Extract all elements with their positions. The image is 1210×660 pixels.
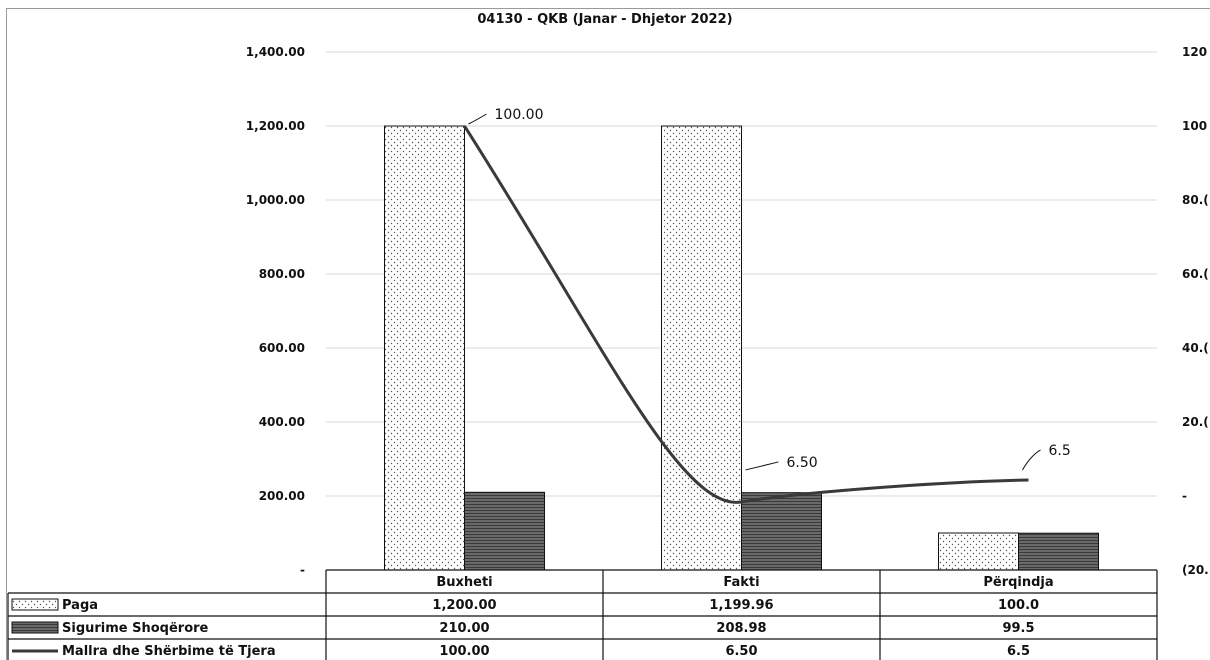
legend-label: Sigurime Shoqërore	[62, 621, 209, 636]
bar-paga	[661, 125, 742, 571]
y-right-tick-label: 120	[1182, 45, 1207, 59]
table-cell: 99.5	[1002, 621, 1034, 636]
table-cell: 100.00	[439, 644, 489, 659]
line-series-mallra	[463, 125, 1029, 504]
legend-label: Mallra dhe Shërbime të Tjera	[62, 644, 276, 659]
y-left-tick-label: 200.00	[259, 489, 305, 503]
y-left-tick-label: 800.00	[259, 267, 305, 281]
table-cell: 1,199.96	[709, 598, 773, 613]
y-left-tick-label: -	[300, 563, 305, 577]
chart-title: 04130 - QKB (Janar - Dhjetor 2022)	[477, 12, 733, 27]
bar-paga	[938, 532, 1019, 571]
chart-frame	[6, 8, 1210, 660]
table-header: Përqindja	[983, 575, 1053, 590]
y-left-tick-label: 1,000.00	[246, 193, 305, 207]
y-right-tick-label: -	[1182, 489, 1187, 503]
y-left-tick-label: 600.00	[259, 341, 305, 355]
label-leader	[745, 461, 779, 471]
legend-key	[11, 621, 59, 634]
table-cell: 6.5	[1007, 644, 1030, 659]
bar-sigurime	[741, 492, 822, 571]
table-cell: 100.0	[998, 598, 1039, 613]
y-right-tick-label: (20.	[1182, 563, 1209, 577]
y-right-tick-label: 100	[1182, 119, 1207, 133]
data-label: 100.00	[495, 107, 544, 123]
table-header: Buxheti	[436, 575, 492, 590]
table-cell: 6.50	[725, 644, 757, 659]
legend-label: Paga	[62, 598, 98, 613]
table-cell: 1,200.00	[432, 598, 496, 613]
table-cell: 210.00	[439, 621, 489, 636]
y-left-tick-label: 400.00	[259, 415, 305, 429]
table-cell: 208.98	[716, 621, 766, 636]
bar-paga	[384, 125, 465, 571]
bar-sigurime	[464, 491, 545, 571]
legend-key	[11, 598, 59, 611]
label-leader	[468, 113, 487, 125]
y-left-tick-label: 1,400.00	[246, 45, 305, 59]
label-leader	[1022, 449, 1041, 471]
y-right-tick-label: 20.(	[1182, 415, 1209, 429]
data-label: 6.5	[1049, 443, 1071, 459]
bar-sigurime	[1018, 532, 1099, 571]
y-right-tick-label: 40.(	[1182, 341, 1209, 355]
y-right-tick-label: 80.(	[1182, 193, 1209, 207]
table-header: Fakti	[723, 575, 759, 590]
y-right-tick-label: 60.(	[1182, 267, 1209, 281]
data-label: 6.50	[787, 455, 818, 471]
y-left-tick-label: 1,200.00	[246, 119, 305, 133]
